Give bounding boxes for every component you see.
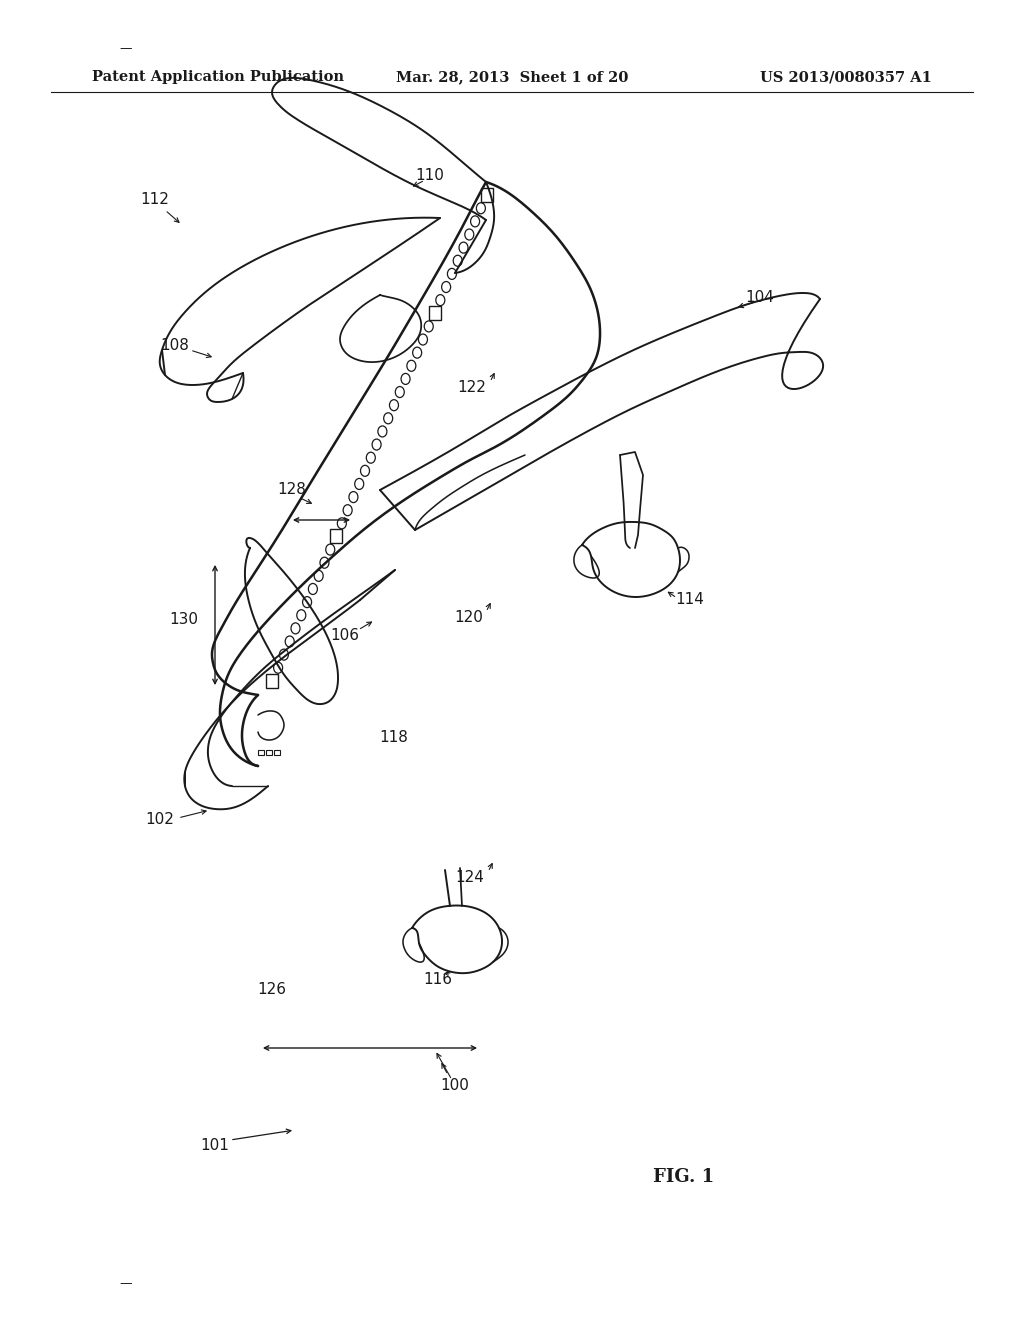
Bar	[428, 306, 440, 321]
Bar	[266, 750, 272, 755]
Bar	[258, 750, 264, 755]
Text: 130: 130	[169, 612, 198, 627]
Text: 126: 126	[257, 982, 287, 998]
Text: US 2013/0080357 A1: US 2013/0080357 A1	[760, 70, 932, 84]
Text: 122: 122	[457, 380, 486, 396]
Bar	[480, 189, 493, 202]
Text: 108: 108	[161, 338, 189, 352]
Bar	[274, 750, 280, 755]
Text: 104: 104	[745, 290, 774, 305]
Text: 120: 120	[454, 610, 483, 626]
Text: Mar. 28, 2013  Sheet 1 of 20: Mar. 28, 2013 Sheet 1 of 20	[396, 70, 628, 84]
Bar	[330, 529, 342, 544]
Text: 116: 116	[424, 973, 453, 987]
Text: FIG. 1: FIG. 1	[653, 1168, 715, 1187]
Text: 124: 124	[455, 870, 484, 886]
Bar	[266, 675, 279, 688]
Text: 100: 100	[440, 1077, 469, 1093]
Text: —: —	[120, 1276, 132, 1290]
Text: 102: 102	[145, 813, 174, 828]
Text: 101: 101	[201, 1138, 229, 1152]
Text: Patent Application Publication: Patent Application Publication	[92, 70, 344, 84]
Text: 106: 106	[331, 627, 359, 643]
Text: 112: 112	[140, 193, 169, 207]
Text: 128: 128	[278, 483, 306, 498]
Text: 114: 114	[675, 593, 703, 607]
Text: 110: 110	[416, 168, 444, 182]
Text: 118: 118	[379, 730, 408, 746]
Text: —: —	[120, 42, 132, 55]
